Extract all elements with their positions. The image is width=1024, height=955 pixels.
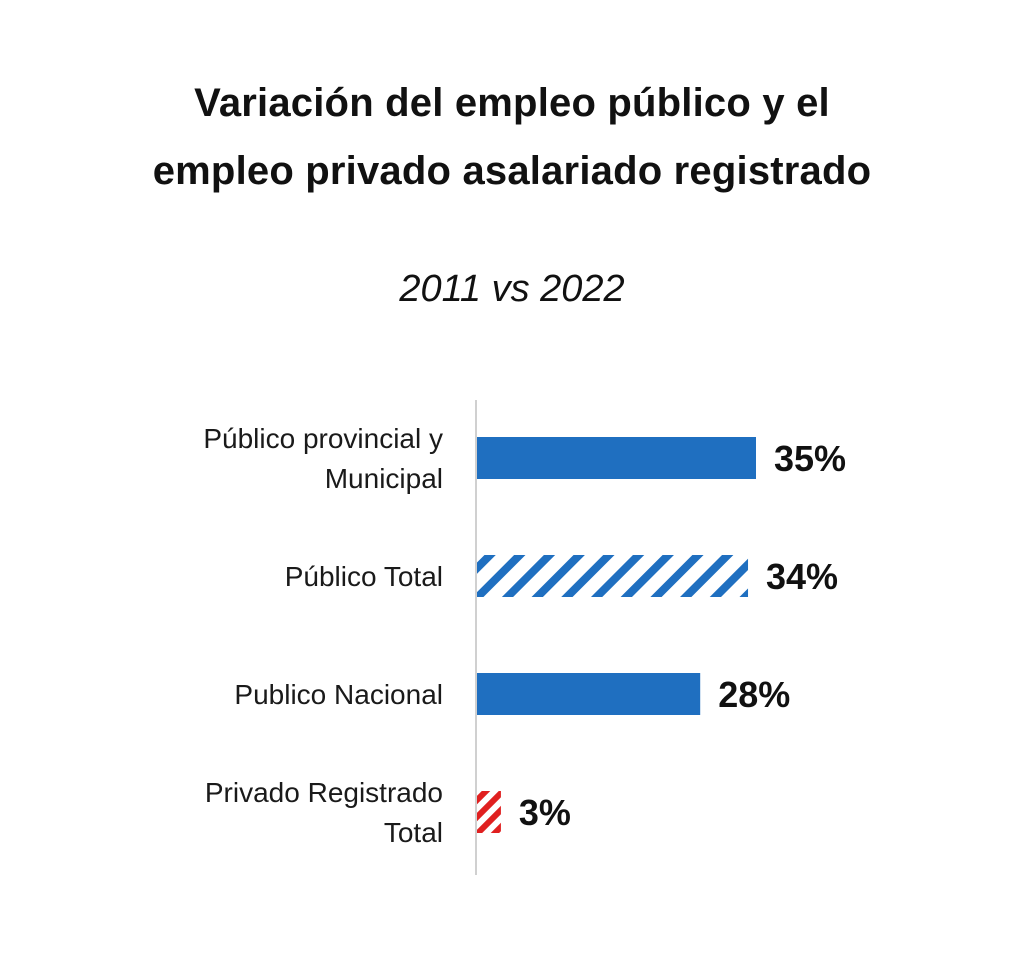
bar-1 (477, 555, 749, 597)
chart-title-line-1: Variación del empleo público y el (194, 81, 830, 125)
category-label-1: Público Total (285, 561, 443, 592)
category-label-2: Publico Nacional (234, 679, 443, 710)
category-label-3-line-1: Total (384, 817, 443, 848)
bar-0 (477, 437, 756, 479)
value-label-2: 28% (718, 674, 790, 715)
bar-2 (477, 673, 701, 715)
category-label-0-line-1: Municipal (325, 463, 443, 494)
value-label-0: 35% (774, 438, 846, 479)
chart-title-line-2: empleo privado asalariado registrado (152, 149, 872, 193)
value-label-1: 34% (766, 556, 838, 597)
category-label-0-line-0: Público provincial y (203, 423, 443, 454)
chart-subtitle: 2011 vs 2022 (399, 268, 625, 310)
value-label-3: 3% (519, 792, 571, 833)
category-label-3-line-0: Privado Registrado (205, 777, 443, 808)
bar-3 (477, 791, 501, 833)
